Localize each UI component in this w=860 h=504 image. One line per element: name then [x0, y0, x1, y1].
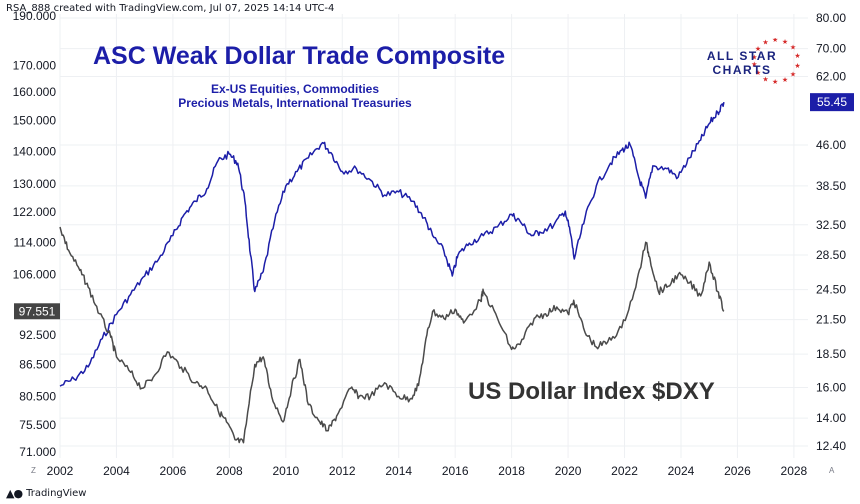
chart-watermark: RSA_888 created with TradingView.com, Ju…: [6, 3, 335, 14]
left-tick-label: 106.000: [13, 267, 57, 281]
subtitle-line-2: Precious Metals, International Treasurie…: [178, 96, 412, 110]
left-tick-label: 130.000: [13, 177, 57, 191]
x-tick-label: 2008: [216, 464, 243, 478]
left-tick-label: 190.000: [13, 9, 57, 23]
left-tick-label: 80.500: [19, 389, 56, 403]
right-tick-label: 21.50: [816, 313, 846, 327]
right-tick-label: 28.50: [816, 248, 846, 262]
logo-star: ★: [755, 45, 761, 53]
left-tick-label: 71.000: [19, 445, 56, 459]
footer: ▲● TradingView: [6, 487, 86, 500]
left-tick-label: 150.000: [13, 114, 57, 128]
star-ring-icon: ★★★ ★ ★★★★★★★★★★: [751, 38, 801, 86]
logo-star: ★: [751, 60, 757, 68]
logo-star: ★: [794, 62, 800, 70]
all-star-charts-logo: ★★★ ★ ★★★★★★★★★★ ALL STAR CHARTS: [707, 38, 801, 86]
logo-line-2: CHARTS: [713, 63, 772, 77]
x-tick-label: 2028: [781, 464, 808, 478]
logo-star: ★: [790, 70, 796, 78]
left-tick-label: 122.000: [13, 205, 57, 219]
x-tick-label: 2014: [385, 464, 412, 478]
x-tick-label: 2004: [103, 464, 130, 478]
footer-brand: TradingView: [26, 488, 87, 499]
logo-star: ★: [762, 75, 768, 83]
x-tick-label: 2020: [555, 464, 582, 478]
right-axis: 80.00 70.00 62.00 46.00 38.50 32.50 28.50 24.50…: [816, 11, 846, 453]
left-tick-label: 92.500: [19, 328, 56, 342]
chart-subtitle: Ex-US Equities, Commodities Precious Met…: [150, 82, 440, 110]
logo-star: ★: [772, 78, 778, 86]
x-axis: 2002 2004 2006 2008 2010 2012 2014 2016 2018 2020…: [47, 464, 808, 478]
right-tick-label: 80.00: [816, 11, 846, 25]
right-tick-label: 38.50: [816, 179, 846, 193]
logo-star: ★: [782, 76, 788, 84]
logo-star: ★: [794, 52, 800, 60]
right-tick-label: 62.00: [816, 70, 846, 84]
right-tick-label: 18.50: [816, 347, 846, 361]
chart-title: ASC Weak Dollar Trade Composite: [93, 42, 506, 70]
left-tick-label: 160.000: [13, 85, 57, 99]
logo-line-1: ALL STAR: [707, 49, 777, 63]
x-tick-label: 2006: [160, 464, 187, 478]
right-tick-label: 14.00: [816, 411, 846, 425]
last-value-badges: 97.551 55.45: [14, 93, 854, 320]
x-tick-label: 2012: [329, 464, 356, 478]
logo-star: ★: [751, 54, 757, 62]
dxy-last-value: 97.551: [19, 304, 56, 318]
left-tick-label: 170.000: [13, 58, 57, 72]
x-tick-label: 2002: [47, 464, 74, 478]
dxy-annotation: US Dollar Index $DXY: [468, 378, 715, 405]
logo-star: ★: [755, 69, 761, 77]
right-tick-label: 70.00: [816, 42, 846, 56]
right-tick-label: 24.50: [816, 283, 846, 297]
left-tick-label: 75.500: [19, 418, 56, 432]
left-tick-label: 86.500: [19, 358, 56, 372]
x-tick-label: 2010: [272, 464, 299, 478]
left-axis-marker: Z: [31, 466, 36, 475]
composite-last-value-badge: [810, 93, 854, 112]
series-layer: [59, 101, 725, 444]
right-tick-label: 32.50: [816, 218, 846, 232]
subtitle-line-1: Ex-US Equities, Commodities: [210, 82, 380, 96]
logo-star: ★: [790, 44, 796, 52]
grid-lines: [59, 14, 808, 458]
logo-star: ★: [782, 38, 788, 46]
composite-last-value: 55.45: [817, 95, 847, 109]
x-tick-label: 2022: [611, 464, 638, 478]
dxy-series-line: [59, 226, 725, 444]
right-tick-label: 46.00: [816, 138, 846, 152]
right-tick-label: 12.40: [816, 439, 846, 453]
left-tick-label: 114.000: [14, 235, 57, 249]
logo-star: ★: [772, 38, 778, 44]
x-tick-label: 2026: [724, 464, 751, 478]
x-tick-label: 2024: [668, 464, 695, 478]
composite-series-line: [59, 101, 725, 387]
left-axis: 190.000 170.000 160.000 150.000 140.000 130.0…: [13, 9, 57, 459]
x-tick-label: 2016: [442, 464, 469, 478]
logo-star: ★: [762, 39, 768, 47]
right-tick-label: 16.00: [816, 380, 846, 394]
dxy-last-value-badge: [14, 303, 60, 320]
tradingview-logo-icon: ▲●: [6, 487, 23, 500]
right-axis-marker: A: [829, 466, 835, 475]
left-tick-label: 140.000: [13, 144, 57, 158]
x-tick-label: 2018: [498, 464, 525, 478]
